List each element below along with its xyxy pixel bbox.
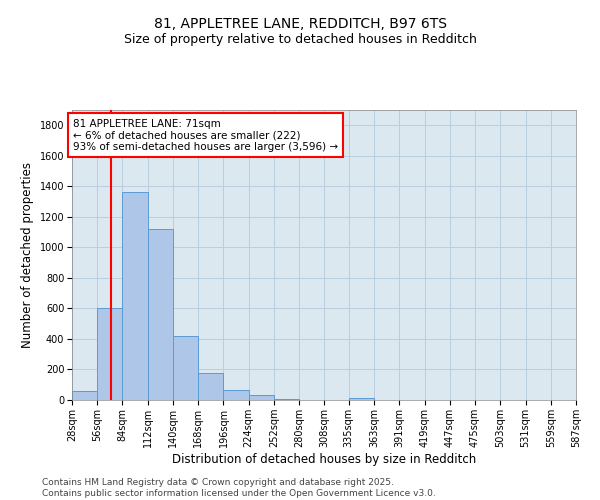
X-axis label: Distribution of detached houses by size in Redditch: Distribution of detached houses by size … xyxy=(172,452,476,466)
Bar xyxy=(72,391,97,400)
Bar xyxy=(349,398,374,400)
Text: Contains HM Land Registry data © Crown copyright and database right 2025.
Contai: Contains HM Land Registry data © Crown c… xyxy=(42,478,436,498)
Text: Size of property relative to detached houses in Redditch: Size of property relative to detached ho… xyxy=(124,32,476,46)
Bar xyxy=(198,374,223,400)
Y-axis label: Number of detached properties: Number of detached properties xyxy=(21,162,34,348)
Text: 81 APPLETREE LANE: 71sqm
← 6% of detached houses are smaller (222)
93% of semi-d: 81 APPLETREE LANE: 71sqm ← 6% of detache… xyxy=(73,118,338,152)
Bar xyxy=(274,399,299,400)
Bar xyxy=(249,394,274,400)
Bar xyxy=(122,192,148,400)
Bar xyxy=(148,229,173,400)
Bar xyxy=(97,308,122,400)
Bar xyxy=(173,336,198,400)
Bar xyxy=(223,390,249,400)
Text: 81, APPLETREE LANE, REDDITCH, B97 6TS: 81, APPLETREE LANE, REDDITCH, B97 6TS xyxy=(154,18,446,32)
